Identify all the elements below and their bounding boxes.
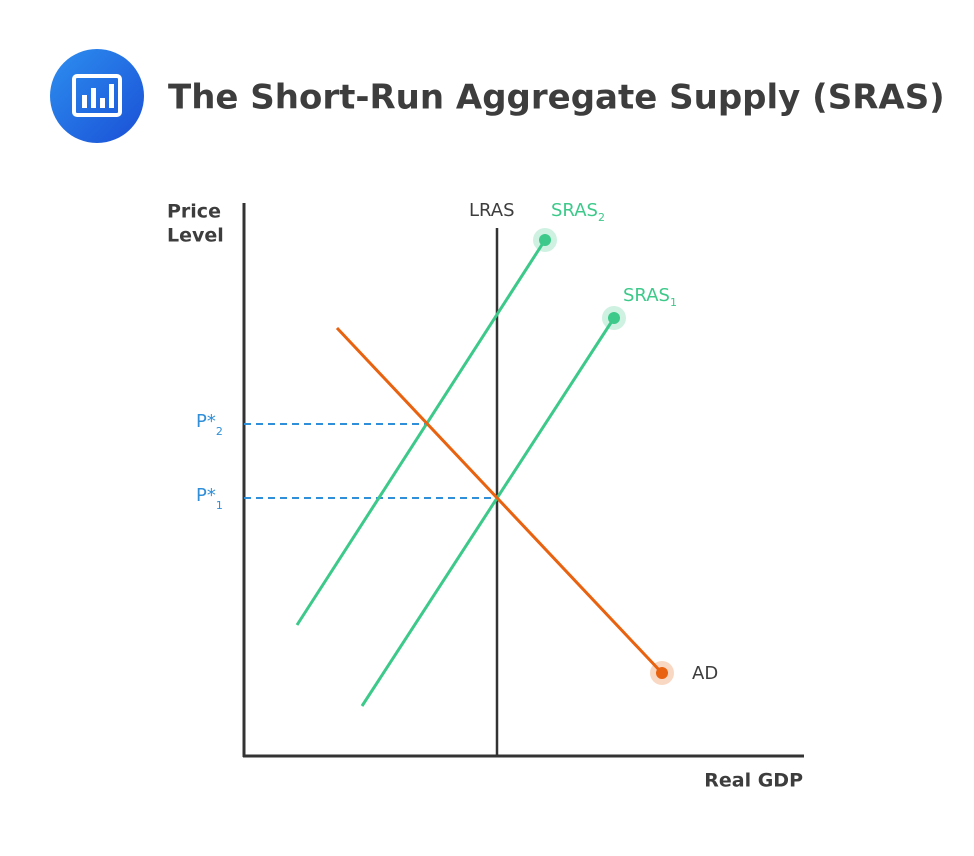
- price-label: P*2: [196, 411, 223, 438]
- ad-label: AD: [692, 663, 718, 684]
- sras1-curve: [360, 317, 616, 707]
- price-label: P*1: [196, 485, 223, 512]
- curve-end: [539, 234, 551, 246]
- label-sub: 1: [216, 499, 223, 512]
- label-sub: 2: [216, 425, 223, 438]
- y-axis-label: Level: [167, 225, 224, 247]
- label-sub: 1: [670, 296, 677, 309]
- x-axis-label: Real GDP: [704, 770, 803, 792]
- label-text: SRAS: [551, 200, 598, 221]
- curve-end: [656, 667, 668, 679]
- sras2-curve: [295, 239, 547, 626]
- ad-curve: [335, 326, 664, 675]
- logo-icon: [50, 49, 144, 143]
- title: The Short-Run Aggregate Supply (SRAS): [168, 78, 945, 118]
- label-text: P*: [196, 485, 216, 506]
- sras2-label: SRAS2: [551, 200, 605, 224]
- lras-label: LRAS: [469, 200, 515, 221]
- label-sub: 2: [598, 211, 605, 224]
- label-text: P*: [196, 411, 216, 432]
- y-axis-label: Price: [167, 201, 221, 223]
- sras1-label: SRAS1: [623, 285, 677, 309]
- curve-end: [608, 312, 620, 324]
- label-text: SRAS: [623, 285, 670, 306]
